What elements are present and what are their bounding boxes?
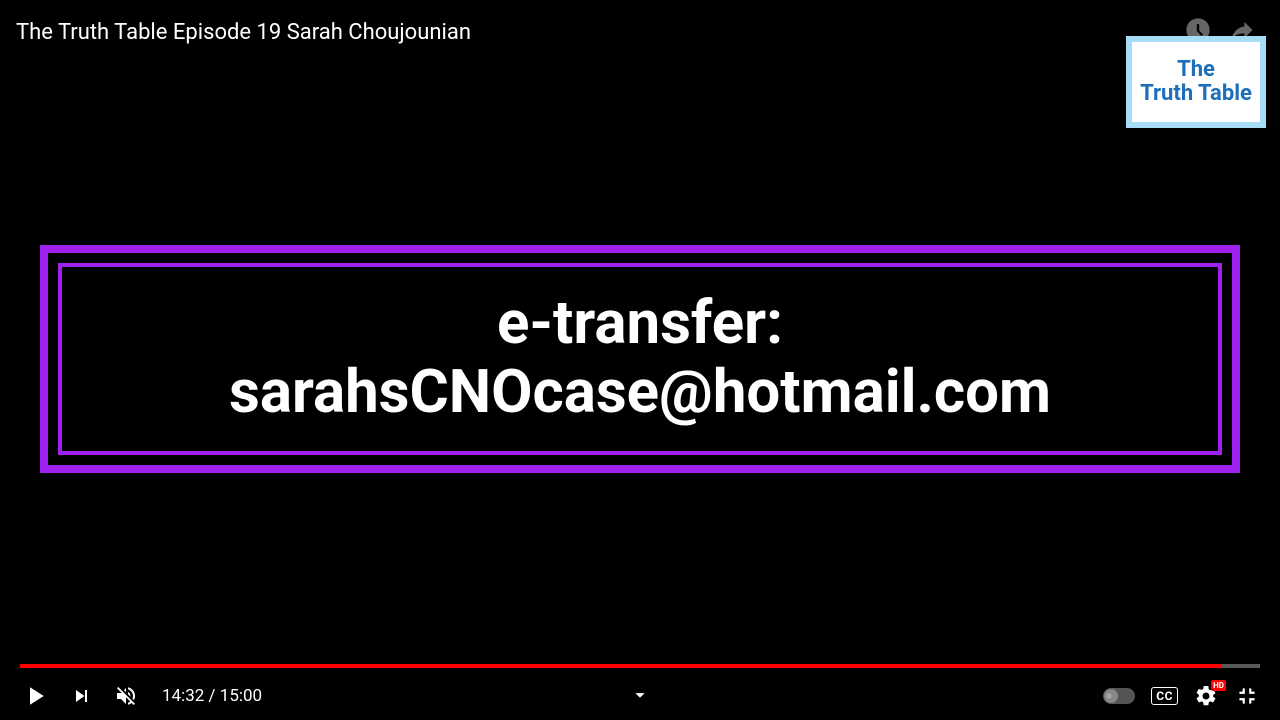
channel-card-line2: Truth Table — [1140, 82, 1252, 106]
channel-card-line1: The — [1140, 58, 1252, 82]
content-line2: sarahsCNOcase@hotmail.com — [229, 356, 1051, 428]
player-controls: 14:32 / 15:00 CC HD — [0, 672, 1280, 720]
autoplay-knob — [1104, 689, 1118, 703]
mute-button[interactable] — [114, 684, 138, 708]
next-button[interactable] — [70, 684, 94, 708]
video-content-inner: e-transfer: sarahsCNOcase@hotmail.com — [58, 263, 1222, 455]
captions-button[interactable]: CC — [1151, 687, 1178, 705]
channel-card[interactable]: The Truth Table — [1126, 36, 1266, 128]
controls-right: CC HD — [1103, 683, 1260, 709]
time-display: 14:32 / 15:00 — [162, 686, 262, 706]
progress-bar[interactable] — [20, 664, 1260, 668]
exit-fullscreen-button[interactable] — [1234, 683, 1260, 709]
progress-fill — [20, 664, 1222, 668]
settings-button[interactable]: HD — [1194, 684, 1218, 708]
content-line1: e-transfer: — [497, 290, 783, 356]
video-content-box: e-transfer: sarahsCNOcase@hotmail.com — [40, 245, 1240, 473]
autoplay-toggle[interactable] — [1103, 688, 1135, 704]
video-title: The Truth Table Episode 19 Sarah Choujou… — [16, 20, 471, 45]
play-button[interactable] — [20, 681, 50, 711]
controls-left: 14:32 / 15:00 — [20, 681, 262, 711]
channel-card-text: The Truth Table — [1140, 58, 1252, 106]
hd-badge: HD — [1211, 680, 1226, 691]
